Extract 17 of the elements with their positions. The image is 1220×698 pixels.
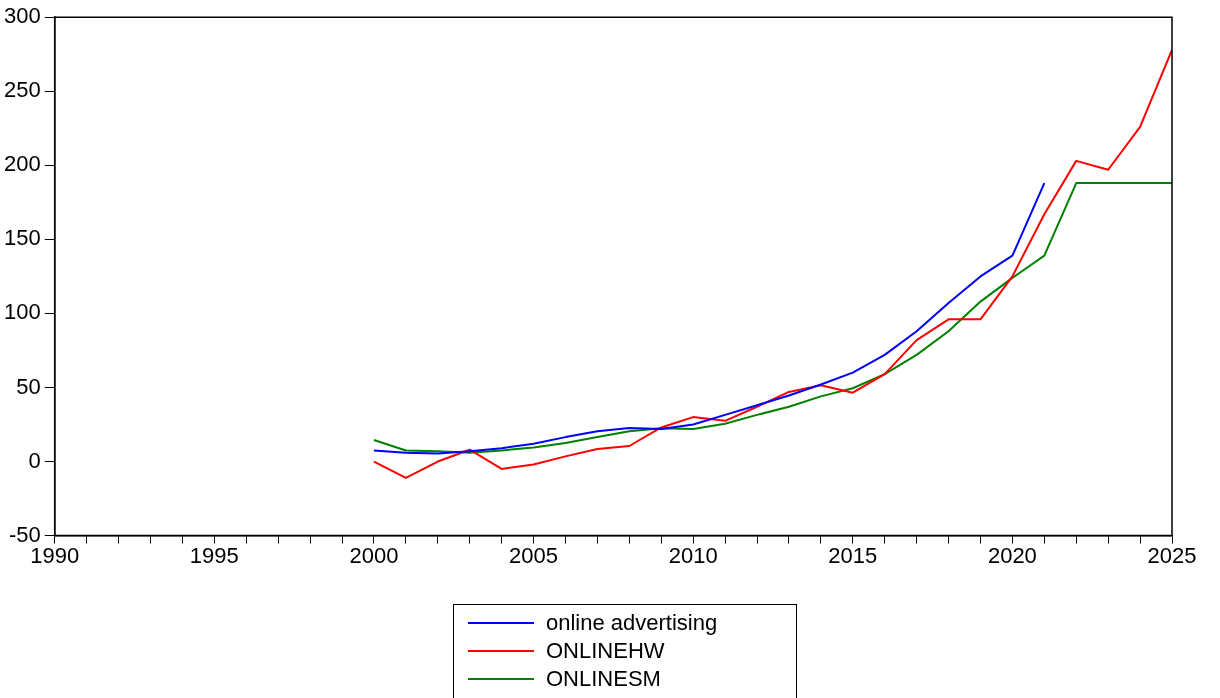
y-tick-label: 300 (3, 3, 41, 29)
legend-label: ONLINEHW (546, 637, 665, 665)
y-tick-label: 100 (3, 299, 41, 325)
x-tick-label: 2000 (349, 542, 399, 568)
y-tick-label: 0 (28, 447, 41, 473)
x-tick-label: 2015 (828, 542, 878, 568)
x-tick-label: 2025 (1147, 542, 1197, 568)
x-tick-label: 2020 (987, 542, 1037, 568)
x-tick-label: 1995 (189, 542, 239, 568)
y-tick-label: 200 (3, 151, 41, 177)
legend-label: online advertising (546, 609, 718, 637)
y-tick-label: 50 (16, 373, 41, 399)
x-tick-label: 2010 (668, 542, 718, 568)
y-tick-label: 250 (3, 77, 41, 103)
x-tick-label: 2005 (509, 542, 559, 568)
y-tick-label: 150 (3, 225, 41, 251)
legend-label: ONLINESM (546, 665, 661, 693)
